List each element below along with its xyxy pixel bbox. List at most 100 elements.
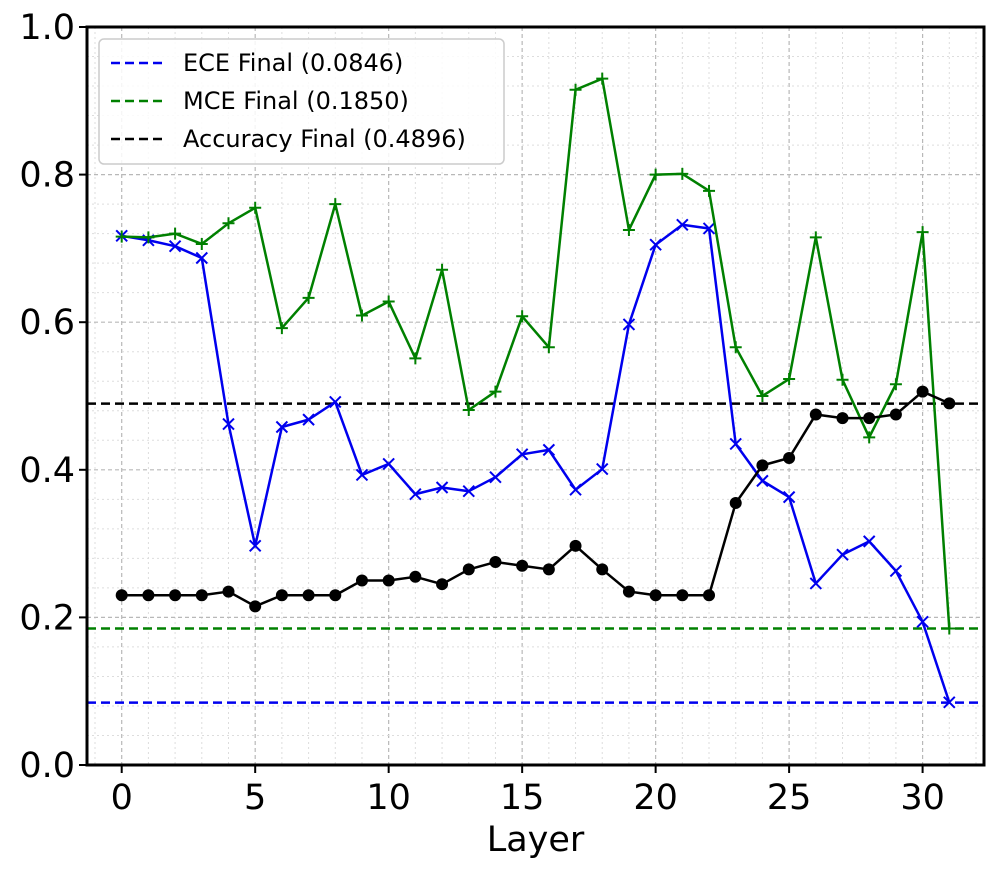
data-point-mce	[142, 231, 155, 244]
data-point-accuracy	[516, 559, 529, 572]
x-tick-label: 25	[767, 778, 812, 818]
y-tick-label: 1.0	[19, 8, 75, 48]
data-point-ece	[435, 481, 449, 494]
x-tick-label: 5	[244, 778, 266, 818]
data-point-mce	[916, 226, 929, 239]
data-point-ece	[195, 251, 209, 265]
data-point-ece	[702, 222, 716, 235]
y-tick-label: 0.6	[19, 303, 75, 343]
data-point-mce	[729, 341, 742, 354]
data-point-accuracy	[783, 451, 796, 464]
data-point-mce	[249, 201, 262, 214]
data-point-mce	[596, 72, 609, 85]
data-point-mce	[676, 167, 689, 180]
series-line-ece	[121, 223, 951, 703]
data-point-mce	[889, 378, 902, 391]
data-point-mce	[783, 373, 796, 386]
data-point-ece	[355, 468, 369, 482]
data-point-accuracy	[329, 589, 342, 602]
data-point-ece	[782, 490, 796, 504]
data-point-ece	[275, 420, 289, 434]
x-tick-label: 10	[366, 778, 411, 818]
data-point-accuracy	[863, 412, 876, 425]
data-point-mce	[222, 217, 235, 230]
data-point-mce	[863, 431, 876, 444]
data-point-ece	[916, 615, 929, 629]
data-point-accuracy	[195, 589, 208, 602]
reference-lines	[87, 402, 984, 704]
data-point-ece	[729, 437, 742, 451]
data-point-ece	[862, 535, 876, 548]
data-point-mce	[195, 237, 208, 250]
data-point-ece	[168, 239, 182, 253]
x-tick-label: 15	[500, 778, 545, 818]
data-point-accuracy	[622, 585, 635, 598]
data-point-mce	[489, 385, 502, 398]
data-point-ece	[649, 238, 662, 251]
data-point-accuracy	[436, 578, 449, 591]
data-point-ece	[489, 470, 502, 484]
data-point-ece	[329, 395, 342, 409]
data-point-ece	[836, 548, 849, 561]
data-point-accuracy	[462, 563, 475, 576]
data-point-accuracy	[809, 408, 822, 421]
legend-entry-ece: ECE Final (0.0846)	[183, 49, 403, 77]
data-point-accuracy	[676, 589, 689, 602]
data-point-accuracy	[569, 539, 582, 552]
data-point-mce	[409, 352, 422, 365]
data-point-ece	[622, 318, 636, 331]
data-point-accuracy	[889, 408, 902, 421]
data-point-accuracy	[142, 589, 155, 602]
data-point-accuracy	[489, 556, 502, 569]
data-point-accuracy	[275, 589, 288, 602]
data-point-ece	[676, 218, 689, 231]
y-tick-label: 0.2	[19, 598, 75, 638]
data-point-accuracy	[222, 585, 235, 598]
data-point-accuracy	[169, 589, 182, 602]
data-point-mce	[329, 198, 342, 211]
data-point-mce	[516, 310, 529, 323]
data-point-mce	[115, 230, 128, 243]
data-point-ece	[569, 483, 582, 496]
plot-frame	[85, 25, 986, 767]
legend-box	[98, 38, 505, 165]
data-point-ece	[542, 443, 556, 457]
data-point-accuracy	[115, 589, 128, 602]
data-point-accuracy	[382, 574, 395, 587]
data-point-ece	[222, 417, 235, 431]
data-point-mce	[355, 309, 368, 322]
x-tick-label: 20	[633, 778, 678, 818]
data-point-mce	[436, 263, 449, 276]
data-point-accuracy	[596, 563, 609, 576]
data-point-accuracy	[649, 589, 662, 602]
x-tick-label: 30	[900, 778, 945, 818]
data-point-mce	[542, 341, 555, 354]
data-point-accuracy	[943, 397, 956, 410]
data-point-ece	[889, 564, 903, 578]
data-point-mce	[622, 223, 635, 236]
data-point-accuracy	[729, 497, 742, 510]
x-axis-label: Layer	[487, 820, 585, 860]
x-tick-label: 0	[111, 778, 133, 818]
data-point-accuracy	[249, 600, 262, 613]
series-line-mce	[121, 77, 951, 629]
data-point-accuracy	[355, 574, 368, 587]
data-point-mce	[569, 83, 582, 96]
data-point-mce	[703, 184, 716, 197]
axis-ticks: 0 5 10 15 20 25 30 0.0 0.2 0.4 0.6 0.8 1.0	[19, 8, 945, 818]
data-point-mce	[756, 390, 769, 402]
series-group	[115, 72, 956, 709]
data-point-ece	[515, 448, 529, 461]
data-point-accuracy	[409, 570, 422, 583]
grid	[87, 26, 984, 766]
data-point-ece	[809, 577, 823, 590]
data-point-ece	[248, 539, 262, 553]
data-point-mce	[302, 291, 315, 304]
data-point-mce	[809, 231, 822, 244]
data-point-mce	[462, 404, 475, 417]
data-point-accuracy	[916, 385, 929, 398]
data-point-mce	[275, 322, 288, 335]
data-point-ece	[409, 487, 422, 501]
legend: ECE Final (0.0846) MCE Final (0.1850) Ac…	[98, 38, 505, 165]
